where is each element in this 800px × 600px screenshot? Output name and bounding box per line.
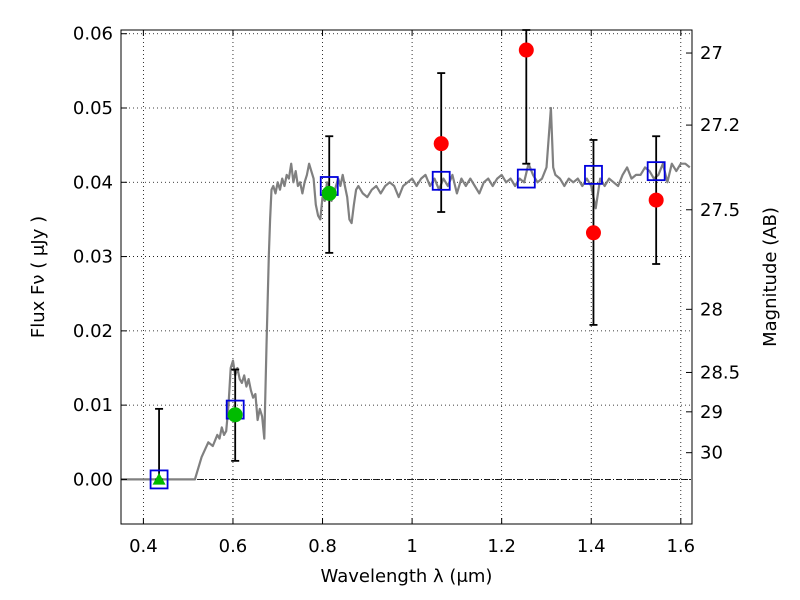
observed-detection [648, 192, 664, 208]
x-tick-label: 1.4 [577, 536, 606, 557]
right-axis-title: Magnitude (AB) [760, 207, 781, 347]
observed-triangle [152, 472, 166, 485]
right-tick-label: 30 [700, 443, 723, 464]
x-tick-label: 1.2 [487, 536, 516, 557]
model-band-box [584, 164, 603, 185]
right-tick-label: 28 [700, 299, 723, 320]
observed-limit [227, 407, 243, 423]
model-spectrum-layer [121, 106, 691, 481]
observed-limit [321, 185, 337, 201]
plot-frame [120, 29, 693, 525]
model-spectrum-line [121, 106, 691, 481]
tick-layer [121, 30, 692, 524]
x-tick-label: 0.6 [219, 536, 248, 557]
y-tick-label: 0.00 [73, 469, 113, 490]
y-tick-label: 0.06 [73, 24, 113, 45]
tick-label-layer: 0.4 0.6 0.8 1 1.2 1.4 1.6 0.00 0.01 0.02 0.03 0.04 0… [73, 24, 740, 557]
right-tick-label: 27.5 [700, 200, 740, 221]
model-band-box [149, 469, 169, 490]
observed-detection [585, 225, 601, 241]
right-tick-label: 27 [700, 43, 723, 64]
observed-detection [433, 136, 449, 152]
y-tick-label: 0.04 [73, 172, 113, 193]
observed-point-layer [152, 42, 664, 485]
model-band-box [646, 161, 666, 182]
y-tick-label: 0.02 [73, 321, 113, 342]
errorbar-layer [155, 29, 661, 481]
x-tick-label: 0.8 [308, 536, 337, 557]
x-tick-label: 0.4 [129, 536, 158, 557]
right-tick-label: 29 [700, 402, 723, 423]
y-tick-label: 0.03 [73, 247, 113, 268]
right-tick-label: 27.2 [700, 115, 740, 136]
model-band-box [516, 168, 536, 189]
x-tick-label: 1.6 [666, 536, 695, 557]
x-tick-label: 1 [406, 536, 417, 557]
y-tick-label: 0.01 [73, 395, 113, 416]
model-band-box [431, 170, 451, 191]
observed-detection [518, 42, 534, 58]
x-axis-title: Wavelength λ (μm) [321, 566, 493, 587]
right-tick-label: 28.5 [700, 362, 740, 383]
y-axis-title: Flux Fν ( μJy ) [28, 216, 49, 338]
y-tick-label: 0.05 [73, 98, 113, 119]
